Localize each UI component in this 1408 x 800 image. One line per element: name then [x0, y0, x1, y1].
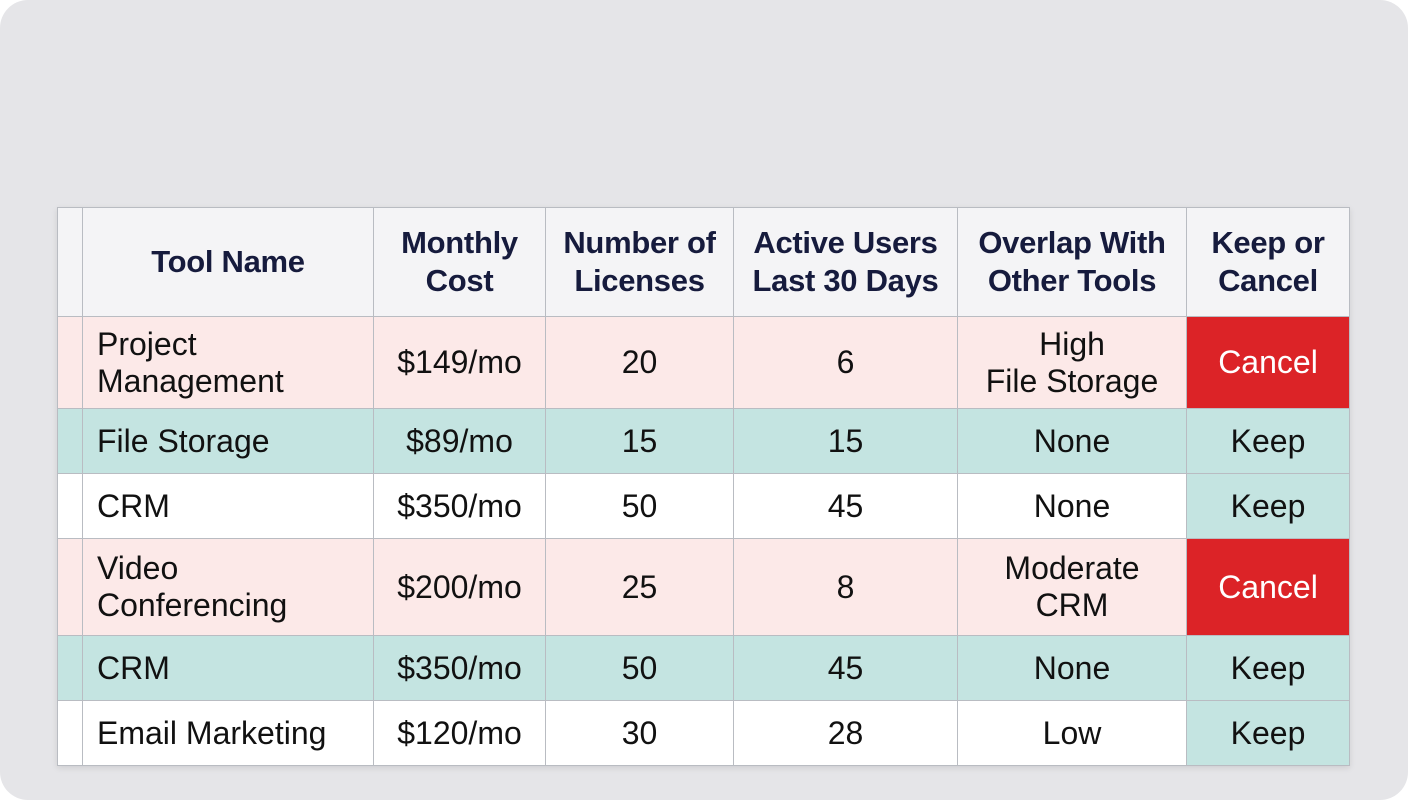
column-header-keep-or-cancel[interactable]: Keep or Cancel [1186, 207, 1350, 317]
decision-cell[interactable]: Cancel [1186, 538, 1350, 636]
active-users-cell[interactable]: 28 [733, 700, 958, 766]
tool-name-cell[interactable]: CRM [82, 473, 374, 539]
column-header-monthly-cost[interactable]: Monthly Cost [373, 207, 546, 317]
overlap-cell[interactable]: None [957, 473, 1187, 539]
overlap-text: Low [1042, 714, 1102, 751]
tool-name-cell[interactable]: Project Management [82, 316, 374, 409]
overlap-text: Moderate [1004, 550, 1140, 586]
overlap-text: High [1039, 325, 1105, 362]
licenses-cell[interactable]: 15 [545, 408, 734, 474]
row-header-cell[interactable] [57, 635, 83, 701]
tool-name-text: Project [97, 325, 197, 362]
decision-cell[interactable]: Keep [1186, 700, 1350, 766]
tool-name-cell[interactable]: CRM [82, 635, 374, 701]
header-label-line: Tool Name [151, 244, 305, 279]
header-label-line: Monthly [401, 225, 518, 260]
decision-cell[interactable]: Keep [1186, 408, 1350, 474]
overlap-cell[interactable]: None [957, 408, 1187, 474]
decision-cell[interactable]: Keep [1186, 473, 1350, 539]
header-row: Tool Name Monthly Cost Number of Licenses Act… [57, 207, 1350, 317]
licenses-cell[interactable]: 20 [545, 316, 734, 409]
header-label-line: Overlap With [978, 225, 1166, 260]
row-header-cell[interactable] [57, 316, 83, 409]
monthly-cost-cell[interactable]: $120/mo [373, 700, 546, 766]
header-label-line: Cost [425, 263, 494, 298]
row-header-cell[interactable] [57, 538, 83, 636]
tool-name-cell[interactable]: File Storage [82, 408, 374, 474]
overlap-text: CRM [1035, 587, 1109, 623]
licenses-cell[interactable]: 30 [545, 700, 734, 766]
header-label-line: Cancel [1218, 263, 1318, 298]
table-row: File Storage $89/mo 15 15 None Keep [57, 408, 1350, 474]
header-label-line: Other Tools [987, 263, 1157, 298]
licenses-cell[interactable]: 25 [545, 538, 734, 636]
decision-cell[interactable]: Keep [1186, 635, 1350, 701]
monthly-cost-cell[interactable]: $89/mo [373, 408, 546, 474]
table-row: CRM $350/mo 50 45 None Keep [57, 635, 1350, 701]
table-body: Project Management $149/mo 20 6 High File Stor… [57, 316, 1350, 766]
row-header-cell[interactable] [57, 473, 83, 539]
tool-name-text: Email Marketing [97, 714, 327, 751]
overlap-cell[interactable]: Moderate CRM [957, 538, 1187, 636]
table-row: CRM $350/mo 50 45 None Keep [57, 473, 1350, 539]
decision-cell[interactable]: Cancel [1186, 316, 1350, 409]
tool-audit-table: Tool Name Monthly Cost Number of Licenses Act… [57, 207, 1350, 766]
row-header-cell[interactable] [57, 700, 83, 766]
tool-name-text: File Storage [97, 422, 270, 459]
active-users-cell[interactable]: 8 [733, 538, 958, 636]
overlap-cell[interactable]: Low [957, 700, 1187, 766]
licenses-cell[interactable]: 50 [545, 473, 734, 539]
header-label-line: Licenses [574, 263, 705, 298]
active-users-cell[interactable]: 45 [733, 473, 958, 539]
monthly-cost-cell[interactable]: $350/mo [373, 473, 546, 539]
overlap-cell[interactable]: High File Storage [957, 316, 1187, 409]
table-row: Project Management $149/mo 20 6 High File Stor… [57, 316, 1350, 409]
active-users-cell[interactable]: 45 [733, 635, 958, 701]
table-row: Email Marketing $120/mo 30 28 Low Keep [57, 700, 1350, 766]
header-label-line: Keep or [1211, 225, 1325, 260]
table-row: Video Conferencing $200/mo 25 8 Moderate CRM Ca… [57, 538, 1350, 636]
overlap-text: None [1033, 649, 1111, 686]
active-users-cell[interactable]: 6 [733, 316, 958, 409]
active-users-cell[interactable]: 15 [733, 408, 958, 474]
monthly-cost-cell[interactable]: $350/mo [373, 635, 546, 701]
header-label-line: Last 30 Days [752, 263, 939, 298]
tool-name-text: Video [97, 550, 179, 586]
column-header-active-users[interactable]: Active Users Last 30 Days [733, 207, 958, 317]
licenses-cell[interactable]: 50 [545, 635, 734, 701]
column-header-number-of-licenses[interactable]: Number of Licenses [545, 207, 734, 317]
header-label-line: Number of [563, 225, 716, 260]
row-header-corner [57, 207, 83, 317]
column-header-tool-name[interactable]: Tool Name [82, 207, 374, 317]
overlap-text: None [1033, 422, 1111, 459]
overlap-text: File Storage [985, 362, 1159, 399]
overlap-cell[interactable]: None [957, 635, 1187, 701]
tool-name-text: Management [97, 362, 284, 399]
tool-name-text: CRM [97, 649, 170, 686]
row-header-cell[interactable] [57, 408, 83, 474]
tool-name-cell[interactable]: Video Conferencing [82, 538, 374, 636]
monthly-cost-cell[interactable]: $149/mo [373, 316, 546, 409]
tool-name-cell[interactable]: Email Marketing [82, 700, 374, 766]
overlap-text: None [1033, 487, 1111, 524]
header-label-line: Active Users [753, 225, 938, 260]
column-header-overlap[interactable]: Overlap With Other Tools [957, 207, 1187, 317]
tool-name-text: CRM [97, 487, 170, 524]
tool-name-text: Conferencing [97, 587, 288, 623]
monthly-cost-cell[interactable]: $200/mo [373, 538, 546, 636]
